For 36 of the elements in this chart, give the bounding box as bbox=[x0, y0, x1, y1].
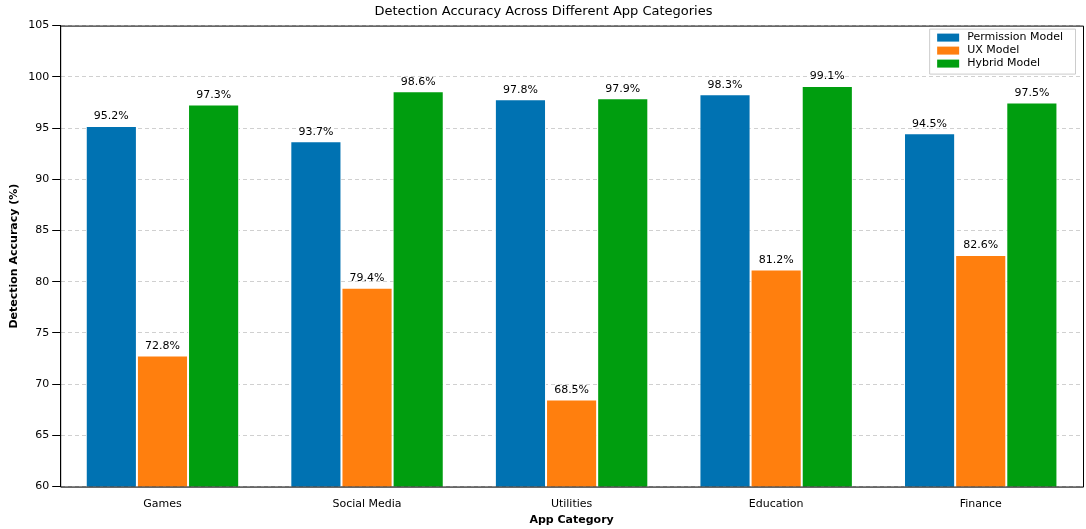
x-tick-label: Social Media bbox=[332, 497, 402, 511]
y-axis-title: Detection Accuracy (%) bbox=[7, 183, 21, 329]
y-tick-label: 75 bbox=[35, 325, 50, 339]
y-tick-label: 70 bbox=[35, 377, 50, 391]
data-label: 68.5% bbox=[554, 382, 590, 396]
data-label: 97.9% bbox=[605, 81, 641, 95]
data-label: 94.5% bbox=[912, 116, 948, 130]
data-label: 95.2% bbox=[93, 109, 129, 123]
y-tick-label: 90 bbox=[35, 172, 50, 186]
data-label: 97.8% bbox=[502, 82, 538, 96]
y-tick-label: 100 bbox=[28, 69, 50, 83]
x-tick-label: Education bbox=[748, 497, 804, 511]
data-label: 97.3% bbox=[196, 87, 232, 101]
data-label: 97.5% bbox=[1014, 85, 1050, 99]
y-tick-label: 60 bbox=[35, 479, 50, 493]
x-axis-title: App Category bbox=[529, 513, 614, 527]
data-label: 98.6% bbox=[400, 74, 436, 88]
legend-label: UX Model bbox=[967, 43, 1020, 57]
data-label: 72.8% bbox=[145, 338, 180, 352]
data-label: 99.1% bbox=[809, 69, 845, 83]
x-tick-label: Utilities bbox=[550, 497, 593, 511]
x-tick-label: Games bbox=[143, 497, 182, 511]
y-tick-label: 95 bbox=[35, 120, 50, 134]
data-label: 79.4% bbox=[349, 271, 385, 285]
data-label: 93.7% bbox=[298, 124, 334, 138]
x-tick-label: Finance bbox=[959, 497, 1002, 511]
y-tick-label: 105 bbox=[28, 18, 50, 32]
chart-title: Detection Accuracy Across Different App Categories bbox=[374, 3, 713, 19]
data-label: 81.2% bbox=[758, 252, 794, 266]
legend-label: Hybrid Model bbox=[967, 56, 1041, 70]
y-tick-label: 85 bbox=[35, 223, 50, 237]
legend-label: Permission Model bbox=[967, 30, 1064, 44]
y-tick-label: 80 bbox=[35, 274, 50, 288]
y-tick-label: 65 bbox=[35, 428, 50, 442]
data-label: 82.6% bbox=[963, 238, 999, 252]
data-label: 98.3% bbox=[707, 77, 743, 91]
